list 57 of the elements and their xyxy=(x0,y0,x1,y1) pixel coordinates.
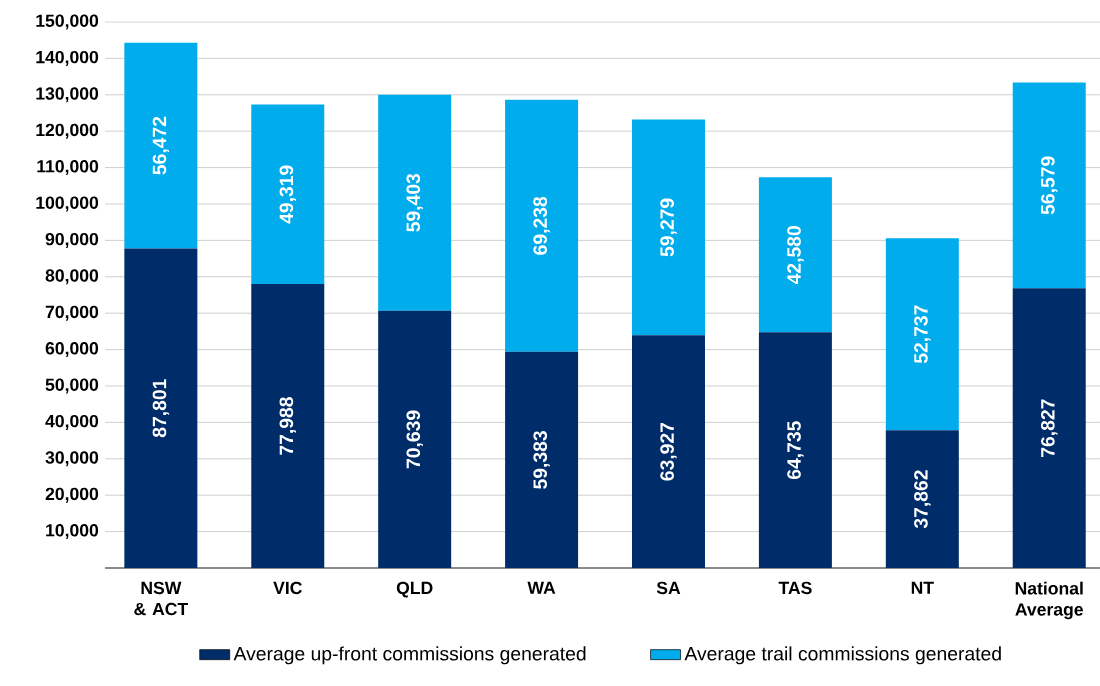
data-label: 70,639 xyxy=(406,410,423,469)
data-label: 56,579 xyxy=(1041,156,1058,215)
bar xyxy=(1012,82,1086,289)
data-label: 49,319 xyxy=(279,165,297,224)
bar xyxy=(1012,288,1086,568)
bar xyxy=(885,238,959,431)
bar xyxy=(632,335,705,568)
y-tick-label: 20,000 xyxy=(45,487,99,503)
y-tick-label: 10,000 xyxy=(46,524,99,540)
bar xyxy=(758,332,832,568)
bar xyxy=(124,248,198,568)
data-label: 52,737 xyxy=(914,305,931,364)
y-tick-label: 40,000 xyxy=(45,414,99,430)
bar xyxy=(885,430,959,568)
bar xyxy=(758,177,832,333)
y-tick-label: 150,000 xyxy=(36,14,99,30)
data-label: 76,827 xyxy=(1041,399,1058,457)
data-label: 42,580 xyxy=(787,226,804,285)
y-tick-label: 130,000 xyxy=(36,87,99,103)
y-tick-label: 140,000 xyxy=(36,50,99,66)
x-tick-label: NSW & ACT xyxy=(134,581,188,616)
x-tick-label: WA xyxy=(527,581,556,594)
y-tick-label: 110,000 xyxy=(37,160,99,176)
bar xyxy=(124,42,198,249)
y-tick-label: 120,000 xyxy=(36,123,99,139)
legend-label: Average up-front commissions generated xyxy=(233,646,586,665)
data-label: 64,735 xyxy=(787,421,804,480)
y-tick-label: 100,000 xyxy=(36,196,99,212)
data-label: 63,927 xyxy=(660,422,677,481)
data-label: 59,383 xyxy=(533,431,550,489)
x-tick-label: QLD xyxy=(396,581,433,598)
y-tick-label: 90,000 xyxy=(45,232,99,248)
bar xyxy=(378,310,452,568)
bar xyxy=(505,99,579,352)
x-tick-label: National Average xyxy=(1015,581,1083,620)
x-tick-label: SA xyxy=(656,581,681,595)
data-label: 59,279 xyxy=(660,198,677,257)
bar xyxy=(378,94,452,311)
x-tick-label: VIC xyxy=(273,581,302,595)
y-tick-label: 60,000 xyxy=(45,342,99,358)
data-label: 77,988 xyxy=(279,397,297,455)
legend-label: Average trail commissions generated xyxy=(684,646,1001,665)
data-label: 87,801 xyxy=(152,379,170,438)
bar xyxy=(632,119,705,336)
data-label: 59,403 xyxy=(406,173,423,232)
y-tick-label: 50,000 xyxy=(45,378,99,394)
bar xyxy=(251,104,325,285)
x-tick-label: NT xyxy=(911,581,934,594)
data-label: 56,472 xyxy=(152,116,170,175)
x-tick-label: TAS xyxy=(778,581,812,595)
data-label: 37,862 xyxy=(914,470,931,529)
y-tick-label: 80,000 xyxy=(45,269,99,285)
data-label: 69,238 xyxy=(533,196,550,255)
y-tick-label: 70,000 xyxy=(45,305,99,321)
bar xyxy=(505,351,579,568)
bar xyxy=(251,284,325,568)
y-tick-label: 30,000 xyxy=(45,451,99,467)
